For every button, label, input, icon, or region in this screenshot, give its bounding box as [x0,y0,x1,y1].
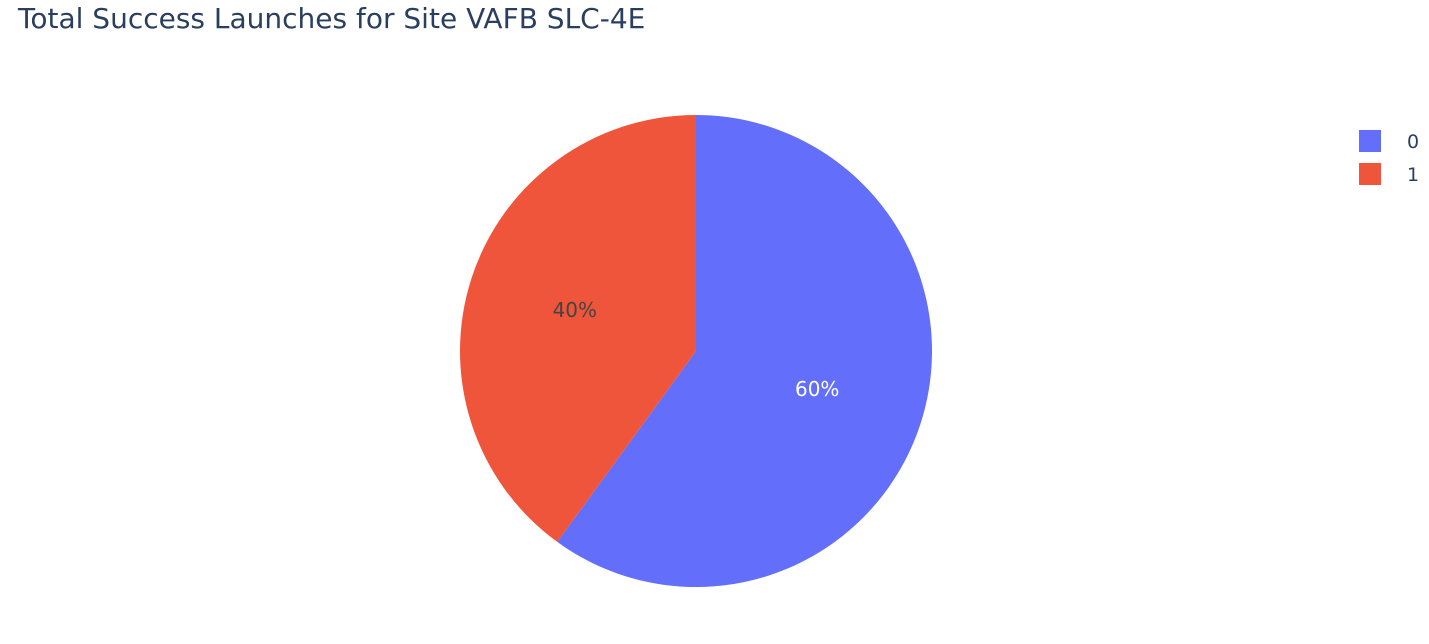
legend-item-1[interactable]: 1 [1359,163,1419,186]
legend-item-0[interactable]: 0 [1359,130,1419,153]
legend-swatch-1 [1359,163,1381,185]
slice-label-0: 60% [795,377,839,401]
slice-label-1: 40% [553,298,597,322]
legend-label-1: 1 [1407,164,1419,186]
pie-slice-1[interactable] [459,115,696,542]
legend[interactable]: 01 [1359,130,1419,186]
pie-slices [459,115,932,587]
chart-title: Total Success Launches for Site VAFB SLC… [17,2,645,35]
pie-slice-labels: 60% 40% [553,298,840,401]
legend-label-0: 0 [1407,131,1419,153]
pie-slice-0[interactable] [557,115,932,587]
legend-swatch-0 [1359,130,1381,152]
